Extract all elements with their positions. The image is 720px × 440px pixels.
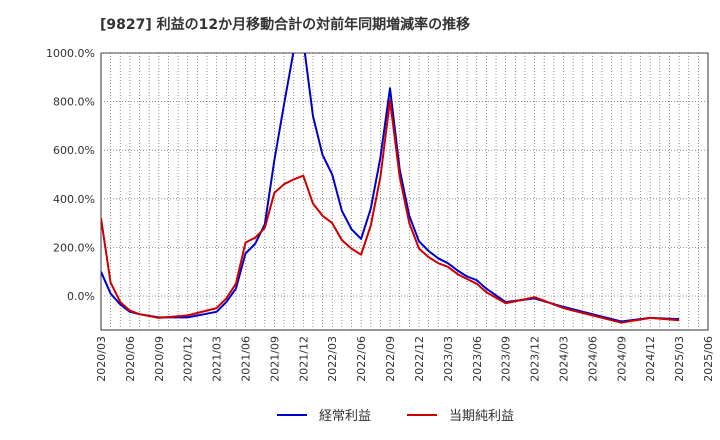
x-tick-label: 2022/03: [326, 336, 339, 382]
legend-item-net-income: 当期純利益: [407, 405, 514, 424]
series-layer: [101, 53, 680, 324]
x-tick-label: 2024/12: [644, 336, 657, 382]
legend-label-ordinary-profit: 経常利益: [319, 409, 372, 424]
x-tick-label: 2021/03: [211, 336, 224, 382]
y-tick-label: 0.0%: [67, 290, 95, 303]
x-tick-label: 2021/12: [297, 336, 310, 382]
x-tick-label: 2020/09: [153, 336, 166, 382]
y-tick-label: 600.0%: [53, 144, 95, 157]
x-tick-label: 2022/06: [355, 336, 368, 382]
x-tick-label: 2022/09: [384, 336, 397, 382]
axis-layer: 0.0% 200.0% 400.0% 600.0% 800.0% 1000.0% 2020/…: [46, 47, 715, 382]
chart-title: [9827] 利益の12か月移動合計の対前年同期増減率の推移: [100, 17, 471, 33]
x-tick-label: 2021/09: [268, 336, 281, 382]
x-tick-label: 2020/06: [124, 336, 137, 382]
series-line-ordinary-profit: [101, 53, 680, 323]
x-tick-label: 2023/06: [471, 336, 484, 382]
x-tick-label: 2023/03: [442, 336, 455, 382]
legend-swatch-net-income: [407, 413, 437, 416]
x-tick-label: 2023/09: [500, 336, 513, 382]
y-tick-label: 400.0%: [53, 193, 95, 206]
y-tick-label: 1000.0%: [46, 47, 95, 60]
x-tick-label: 2023/12: [529, 336, 542, 382]
x-tick-label: 2021/06: [240, 336, 253, 382]
legend-item-ordinary-profit: 経常利益: [277, 405, 371, 424]
x-tick-label: 2022/12: [413, 336, 426, 382]
y-tick-label: 800.0%: [53, 96, 95, 109]
x-tick-label: 2025/03: [673, 336, 686, 382]
y-tick-label: 200.0%: [53, 241, 95, 254]
x-tick-label: 2024/03: [557, 336, 570, 382]
x-tick-label: 2020/03: [95, 336, 108, 382]
x-tick-label: 2025/06: [702, 336, 715, 382]
legend-swatch-ordinary-profit: [277, 413, 307, 416]
series-line-net-income: [101, 99, 680, 324]
x-tick-label: 2020/12: [182, 336, 195, 382]
x-tick-label: 2024/09: [615, 336, 628, 382]
x-tick-label: 2024/06: [586, 336, 599, 382]
legend-label-net-income: 当期純利益: [449, 409, 515, 424]
